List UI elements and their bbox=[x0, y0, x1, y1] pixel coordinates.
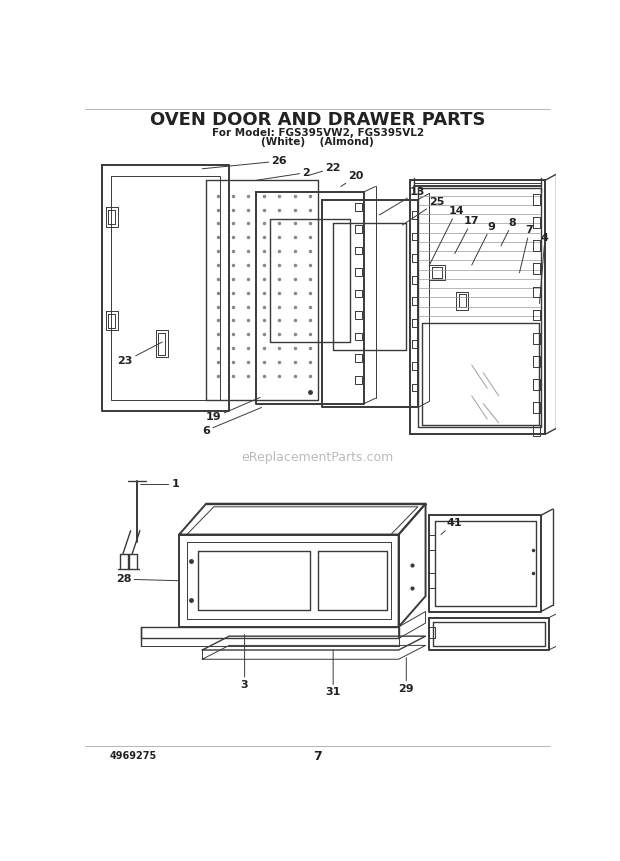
Text: 1: 1 bbox=[141, 480, 179, 489]
Text: 14: 14 bbox=[430, 206, 464, 265]
Text: 7: 7 bbox=[520, 226, 533, 273]
Text: 31: 31 bbox=[326, 650, 341, 697]
Text: 26: 26 bbox=[202, 156, 287, 169]
Text: 3: 3 bbox=[241, 635, 249, 690]
Text: 4969275: 4969275 bbox=[110, 752, 157, 761]
Text: For Model: FGS395VW2, FGS395VL2: For Model: FGS395VW2, FGS395VL2 bbox=[211, 127, 424, 138]
Text: 2: 2 bbox=[256, 168, 310, 180]
Text: 17: 17 bbox=[455, 216, 479, 253]
Text: 28: 28 bbox=[116, 574, 179, 584]
Text: 19: 19 bbox=[206, 398, 260, 423]
Text: 22: 22 bbox=[310, 163, 341, 175]
Text: 20: 20 bbox=[341, 171, 364, 187]
Text: 4: 4 bbox=[539, 233, 549, 304]
Text: 8: 8 bbox=[501, 218, 516, 245]
Text: 6: 6 bbox=[202, 407, 262, 436]
Text: eReplacementParts.com: eReplacementParts.com bbox=[242, 451, 394, 464]
Text: 29: 29 bbox=[399, 658, 414, 693]
Text: (White)    (Almond): (White) (Almond) bbox=[262, 137, 374, 147]
Text: 9: 9 bbox=[472, 221, 495, 265]
Text: 23: 23 bbox=[118, 342, 162, 366]
Text: OVEN DOOR AND DRAWER PARTS: OVEN DOOR AND DRAWER PARTS bbox=[150, 111, 485, 129]
Text: 41: 41 bbox=[441, 518, 462, 535]
Text: 13: 13 bbox=[379, 187, 425, 215]
Text: 25: 25 bbox=[402, 197, 445, 225]
Text: 7: 7 bbox=[313, 750, 322, 763]
